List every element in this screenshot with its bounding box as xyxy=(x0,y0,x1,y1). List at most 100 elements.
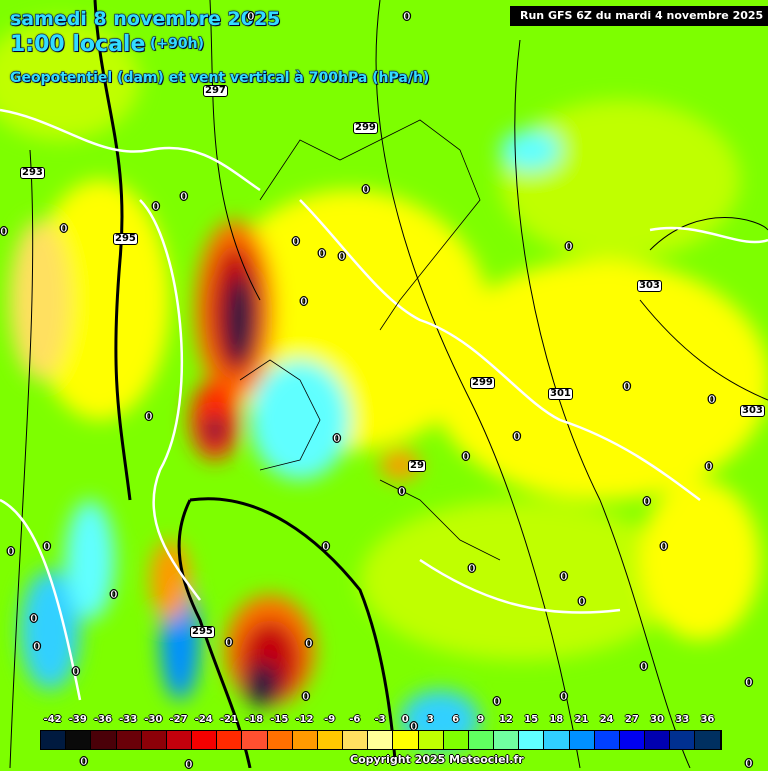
zero-contour-label: 0 xyxy=(33,640,41,654)
zero-contour-label: 0 xyxy=(322,540,330,554)
color-swatch xyxy=(519,731,545,749)
zero-contour-label: 0 xyxy=(80,755,88,769)
legend-tick-label: 18 xyxy=(549,714,564,725)
color-swatch xyxy=(343,731,369,749)
geopotential-label: 299 xyxy=(353,122,378,134)
legend-tick-label: -21 xyxy=(219,714,238,725)
legend-tick-label: 0 xyxy=(401,714,409,725)
legend-tick-label: -39 xyxy=(68,714,87,725)
zero-contour-label: 0 xyxy=(180,190,188,204)
color-swatch xyxy=(317,731,344,749)
color-swatch xyxy=(66,731,92,749)
zero-contour-label: 0 xyxy=(708,393,716,407)
color-swatch xyxy=(217,731,243,749)
zero-contour-label: 0 xyxy=(623,380,631,394)
legend-tick-label: -15 xyxy=(270,714,289,725)
zero-contour-label: 0 xyxy=(318,247,326,261)
zero-contour-label: 0 xyxy=(705,460,713,474)
zero-contour-label: 0 xyxy=(185,758,193,771)
copyright: Copyright 2025 Meteociel.fr xyxy=(350,753,524,766)
color-swatch xyxy=(695,731,721,749)
geopotential-label: 301 xyxy=(548,388,573,400)
coastlines xyxy=(239,119,501,561)
zero-contour-label: 0 xyxy=(362,183,370,197)
legend-tick-label: 15 xyxy=(524,714,539,725)
color-scale xyxy=(40,730,722,750)
parameter-description: Geopotentiel (dam) et vent vertical à 70… xyxy=(9,69,430,86)
color-swatch xyxy=(645,731,671,749)
zero-contour-label: 0 xyxy=(225,636,233,650)
legend-tick-label: 30 xyxy=(650,714,664,725)
color-swatch xyxy=(594,731,620,749)
legend-tick-label: 12 xyxy=(498,714,513,725)
legend-tick-label: 6 xyxy=(452,714,460,725)
geopotential-label: 295 xyxy=(190,626,215,638)
zero-contour-label: 0 xyxy=(578,595,586,609)
geopotential-label: 303 xyxy=(637,280,662,292)
color-swatch xyxy=(443,731,469,749)
geopotential-label: 297 xyxy=(203,85,228,97)
color-swatch xyxy=(141,731,167,749)
zero-contour-label: 0 xyxy=(640,660,648,674)
legend-tick-label: 9 xyxy=(477,714,485,725)
zero-contour-label: 0 xyxy=(338,250,346,264)
color-swatch xyxy=(670,731,696,749)
zero-contour-label: 0 xyxy=(300,295,308,309)
zero-contour-label: 0 xyxy=(560,570,568,584)
geopotential-label: 293 xyxy=(20,167,45,179)
zero-contours xyxy=(0,108,768,701)
legend-tick-label: 33 xyxy=(675,714,690,725)
zero-contour-label: 0 xyxy=(745,676,753,690)
forecast-lead-time: (+90h) xyxy=(149,35,204,52)
legend-tick-label: -6 xyxy=(349,714,361,725)
color-swatch xyxy=(267,731,293,749)
color-swatch xyxy=(91,731,117,749)
zero-contour-label: 0 xyxy=(247,10,255,24)
zero-contour-label: 0 xyxy=(60,222,68,236)
legend-tick-label: -3 xyxy=(374,714,386,725)
zero-contour-label: 0 xyxy=(305,637,313,651)
color-swatch xyxy=(418,731,444,749)
zero-contour-label: 0 xyxy=(410,720,418,734)
legend-tick-label: -24 xyxy=(194,714,213,725)
color-swatch xyxy=(292,731,318,749)
zero-contour-label: 0 xyxy=(468,562,476,576)
color-swatch xyxy=(544,731,570,749)
zero-contour-label: 0 xyxy=(30,612,38,626)
color-swatch xyxy=(242,731,268,749)
geopotential-label: 303 xyxy=(740,405,765,417)
color-swatch xyxy=(368,731,394,749)
zero-contour-label: 0 xyxy=(745,757,753,771)
zero-contour-label: 0 xyxy=(560,690,568,704)
zero-contour-label: 0 xyxy=(152,200,160,214)
geopotential-label: 295 xyxy=(113,233,138,245)
color-swatch xyxy=(494,731,520,749)
zero-contour-label: 0 xyxy=(398,485,406,499)
zero-contour-label: 0 xyxy=(403,10,411,24)
zero-contour-label: 0 xyxy=(302,690,310,704)
color-swatch xyxy=(468,731,495,749)
legend-tick-label: -36 xyxy=(93,714,112,725)
color-swatch xyxy=(569,731,595,749)
color-swatch xyxy=(619,731,646,749)
color-swatch xyxy=(116,731,142,749)
zero-contour-label: 0 xyxy=(493,695,501,709)
zero-contour-label: 0 xyxy=(145,410,153,424)
geopotential-contours xyxy=(9,0,768,768)
legend-tick-label: -30 xyxy=(144,714,163,725)
zero-contour-label: 0 xyxy=(660,540,668,554)
legend-tick-label: -18 xyxy=(245,714,264,725)
legend-tick-label: 3 xyxy=(426,714,434,725)
legend-tick-label: -42 xyxy=(43,714,62,725)
legend-tick-label: 24 xyxy=(599,714,614,725)
geopotential-label: 299 xyxy=(470,377,495,389)
legend-tick-label: -9 xyxy=(324,714,336,725)
color-swatch xyxy=(393,731,419,749)
zero-contour-label: 0 xyxy=(292,235,300,249)
zero-contour-label: 0 xyxy=(72,665,80,679)
zero-contour-label: 0 xyxy=(643,495,651,509)
vertical-velocity-field xyxy=(0,20,768,750)
model-run-info: Run GFS 6Z du mardi 4 novembre 2025 xyxy=(510,6,768,26)
zero-contour-label: 0 xyxy=(110,588,118,602)
